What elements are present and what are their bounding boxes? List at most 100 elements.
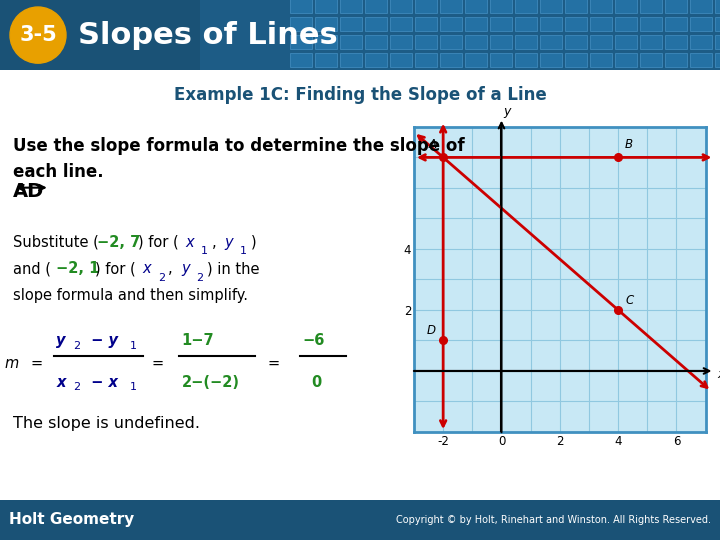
Bar xyxy=(715,0,720,13)
Text: and (: and ( xyxy=(13,261,51,276)
Bar xyxy=(340,17,362,31)
Bar xyxy=(365,17,387,31)
Bar xyxy=(540,35,562,49)
Text: x: x xyxy=(56,375,66,390)
Bar xyxy=(690,53,712,67)
Bar xyxy=(415,35,437,49)
Bar xyxy=(415,17,437,31)
Bar xyxy=(715,17,720,31)
Bar xyxy=(715,53,720,67)
Bar xyxy=(540,0,562,13)
Bar xyxy=(365,0,387,13)
Bar xyxy=(515,35,537,49)
Bar xyxy=(490,17,512,31)
Text: Copyright © by Holt, Rinehart and Winston. All Rights Reserved.: Copyright © by Holt, Rinehart and Winsto… xyxy=(396,515,711,525)
Bar xyxy=(590,17,612,31)
Bar xyxy=(390,17,412,31)
Text: ,: , xyxy=(212,235,221,250)
Text: 2: 2 xyxy=(73,341,81,351)
Bar xyxy=(515,17,537,31)
Bar xyxy=(340,0,362,13)
Text: Example 1C: Finding the Slope of a Line: Example 1C: Finding the Slope of a Line xyxy=(174,86,546,104)
Text: =: = xyxy=(30,356,42,371)
Text: each line.: each line. xyxy=(13,163,104,181)
Circle shape xyxy=(10,7,66,63)
Text: =: = xyxy=(151,356,163,371)
Text: −2, 1: −2, 1 xyxy=(56,261,99,276)
Text: − y: − y xyxy=(86,333,118,348)
Text: ) for (: ) for ( xyxy=(138,235,179,250)
Text: 0: 0 xyxy=(311,375,321,390)
Bar xyxy=(465,53,487,67)
Bar xyxy=(465,0,487,13)
Bar xyxy=(465,35,487,49)
Bar xyxy=(465,17,487,31)
Text: ) for (: ) for ( xyxy=(95,261,136,276)
Bar xyxy=(490,0,512,13)
Bar xyxy=(615,35,637,49)
Bar xyxy=(390,35,412,49)
Text: C: C xyxy=(626,294,634,307)
Bar xyxy=(390,53,412,67)
Bar xyxy=(315,0,337,13)
Text: Holt Geometry: Holt Geometry xyxy=(9,512,134,527)
Bar xyxy=(415,53,437,67)
Text: Use the slope formula to determine the slope of: Use the slope formula to determine the s… xyxy=(13,137,464,154)
Bar xyxy=(690,0,712,13)
Text: y: y xyxy=(56,333,66,348)
Text: AD: AD xyxy=(13,182,44,201)
Bar xyxy=(440,0,462,13)
Bar xyxy=(615,53,637,67)
Text: 1: 1 xyxy=(130,382,137,393)
Bar xyxy=(515,53,537,67)
Bar xyxy=(640,53,662,67)
Text: − x: − x xyxy=(86,375,118,390)
Text: m: m xyxy=(4,356,19,371)
Text: x: x xyxy=(186,235,194,250)
Bar xyxy=(290,0,312,13)
Bar xyxy=(590,35,612,49)
Bar xyxy=(315,17,337,31)
Bar xyxy=(365,53,387,67)
Bar xyxy=(390,0,412,13)
Bar xyxy=(665,0,687,13)
Text: =: = xyxy=(268,356,280,371)
Bar xyxy=(590,0,612,13)
Bar xyxy=(200,0,720,70)
Bar xyxy=(565,35,587,49)
Bar xyxy=(290,17,312,31)
Bar xyxy=(290,53,312,67)
Bar xyxy=(340,53,362,67)
Bar xyxy=(690,35,712,49)
Text: The slope is undefined.: The slope is undefined. xyxy=(13,416,200,431)
Bar xyxy=(440,35,462,49)
Bar xyxy=(515,0,537,13)
Text: x: x xyxy=(143,261,151,276)
Bar xyxy=(665,53,687,67)
Bar xyxy=(440,53,462,67)
Bar xyxy=(315,35,337,49)
Bar xyxy=(565,53,587,67)
Bar xyxy=(440,17,462,31)
Bar xyxy=(565,0,587,13)
Bar xyxy=(690,17,712,31)
Text: 3-5: 3-5 xyxy=(19,25,57,45)
Text: 1−7: 1−7 xyxy=(181,333,214,348)
Text: 2: 2 xyxy=(73,382,81,393)
Bar xyxy=(640,0,662,13)
Text: −2, 7: −2, 7 xyxy=(97,235,140,250)
Bar xyxy=(715,35,720,49)
Text: x: x xyxy=(717,368,720,381)
Text: 2: 2 xyxy=(197,273,204,283)
Bar xyxy=(540,17,562,31)
Bar xyxy=(415,0,437,13)
Text: 1: 1 xyxy=(240,246,247,256)
Text: y: y xyxy=(181,261,190,276)
Bar xyxy=(615,17,637,31)
Text: Slopes of Lines: Slopes of Lines xyxy=(78,21,338,50)
Bar xyxy=(365,35,387,49)
Bar xyxy=(490,53,512,67)
Bar xyxy=(590,53,612,67)
Text: D: D xyxy=(427,325,436,338)
Bar xyxy=(315,53,337,67)
